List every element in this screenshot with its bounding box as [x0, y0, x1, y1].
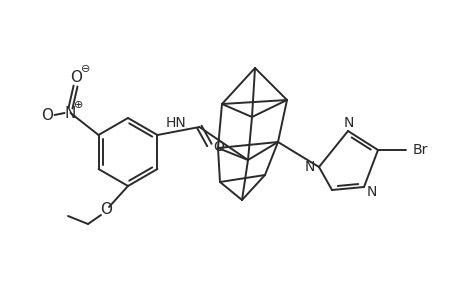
Text: ⊖: ⊖	[81, 64, 90, 74]
Text: N: N	[65, 106, 76, 121]
Text: O: O	[100, 202, 112, 217]
Text: O: O	[213, 140, 224, 154]
Text: N: N	[343, 116, 353, 130]
Text: Br: Br	[411, 143, 427, 157]
Text: O: O	[41, 107, 53, 122]
Text: O: O	[70, 70, 82, 85]
Text: ⊕: ⊕	[74, 100, 83, 110]
Text: HN: HN	[166, 116, 186, 130]
Text: N: N	[304, 160, 314, 174]
Text: N: N	[366, 185, 376, 199]
